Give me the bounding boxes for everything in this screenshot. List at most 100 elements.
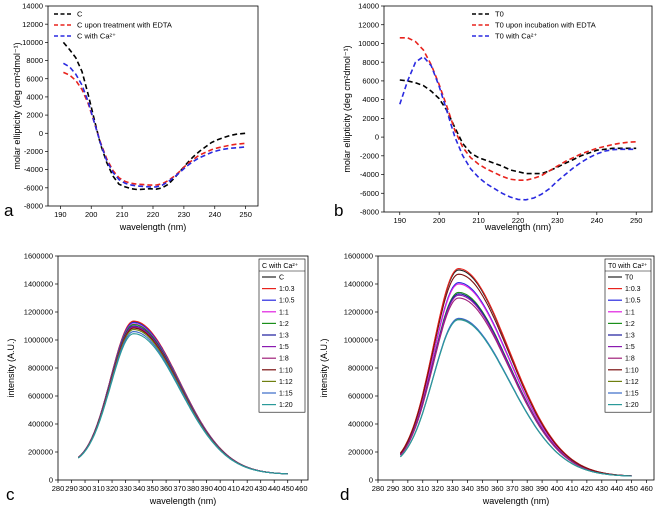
x-tick-label: 290 — [65, 484, 78, 493]
y-axis-label: molar ellipticity (deg cm²dmol⁻¹) — [342, 45, 352, 172]
x-tick-label: 420 — [241, 484, 254, 493]
series-line-c-4 — [77, 324, 288, 475]
panel-c: 280 290 300 310 320 330 340 350 360 370 380 390 400 4… — [6, 252, 309, 506]
x-tick-label: 250 — [630, 216, 643, 225]
y-axis-label: molar ellipticity (deg cm²dmol⁻¹) — [12, 42, 22, 169]
y-tick-label: -2000 — [24, 147, 43, 156]
y-tick-label: 800000 — [28, 364, 53, 373]
y-tick-label: 600000 — [348, 392, 373, 401]
legend-label: C — [77, 10, 83, 19]
series-line-d-11 — [400, 319, 632, 477]
series-line-c-0 — [77, 321, 288, 475]
y-tick-label: 200000 — [348, 448, 373, 457]
legend-label: T0 — [625, 275, 633, 282]
y-tick-label: -8000 — [360, 208, 379, 217]
panel-a: 190 200 210 220 230 240 250 -8000 -6000 -4000 -200… — [4, 2, 259, 232]
y-tick-label: 800000 — [348, 364, 373, 373]
series-line-c-1 — [77, 320, 288, 475]
x-tick-label: 320 — [106, 484, 119, 493]
x-tick-label: 450 — [625, 484, 638, 493]
x-tick-label: 390 — [536, 484, 549, 493]
legend-label: 1:2 — [625, 321, 635, 328]
series-line-c-7 — [77, 326, 288, 475]
x-tick-label: 410 — [566, 484, 579, 493]
y-tick-label: 0 — [39, 129, 43, 138]
y-tick-label: 200000 — [28, 448, 53, 457]
x-tick-label: 320 — [431, 484, 444, 493]
series-line-c-9 — [77, 328, 288, 475]
series-line-d-7 — [399, 297, 632, 477]
panel-letter: c — [6, 485, 15, 504]
legend-label: T0 — [495, 10, 504, 19]
x-axis-label: wavelength (nm) — [149, 496, 217, 506]
legend-label: 1:2 — [279, 321, 289, 328]
series-line-c-3 — [77, 323, 288, 475]
x-tick-label: 250 — [239, 210, 252, 219]
x-tick-label: 280 — [52, 484, 65, 493]
legend-label: 1:1 — [625, 309, 635, 316]
y-tick-label: 0 — [375, 133, 379, 142]
y-tick-label: 14000 — [22, 2, 43, 11]
series-line-b-1 — [399, 37, 637, 181]
x-tick-label: 440 — [268, 484, 281, 493]
x-tick-label: 220 — [512, 216, 525, 225]
legend-title: C with Ca²⁺ — [262, 263, 299, 270]
y-tick-label: 10000 — [358, 39, 379, 48]
y-tick-label: -6000 — [24, 183, 43, 192]
legend-label: 1:3 — [279, 333, 289, 340]
legend-label: 1:5 — [279, 344, 289, 351]
y-tick-label: 1600000 — [344, 252, 373, 261]
panel-b: 190 200 210 220 230 240 250 -8000 -6000 -4000 -200… — [334, 2, 653, 232]
series-line-c-5 — [77, 325, 288, 475]
x-tick-label: 230 — [178, 210, 191, 219]
y-tick-label: 1200000 — [24, 308, 53, 317]
y-tick-label: 6000 — [362, 77, 379, 86]
x-tick-label: 330 — [446, 484, 459, 493]
series-line-c-6 — [77, 326, 288, 475]
x-tick-label: 290 — [387, 484, 400, 493]
legend-label: 1:12 — [625, 379, 639, 386]
legend-label: 1:20 — [625, 402, 639, 409]
legend-label: 1:1 — [279, 309, 289, 316]
legend-label: 1:0.3 — [279, 286, 295, 293]
x-tick-label: 380 — [521, 484, 534, 493]
legend-label: 1:8 — [625, 356, 635, 363]
legend-label: 1:20 — [279, 402, 293, 409]
legend-label: 1:10 — [625, 367, 639, 374]
x-tick-label: 300 — [79, 484, 92, 493]
x-tick-label: 310 — [92, 484, 105, 493]
x-axis-label: wavelength (nm) — [119, 222, 187, 232]
x-tick-label: 360 — [491, 484, 504, 493]
legend-label: C — [279, 275, 284, 282]
series-line-d-6 — [399, 294, 632, 477]
x-tick-label: 360 — [160, 484, 173, 493]
x-tick-label: 460 — [295, 484, 308, 493]
legend-label: 1:15 — [625, 391, 639, 398]
y-tick-label: 14000 — [358, 2, 379, 11]
series-line-a-1 — [63, 71, 246, 186]
y-tick-label: 6000 — [26, 74, 43, 83]
legend-title: T0 with Ca²⁺ — [608, 263, 648, 270]
x-axis-label: wavelength (nm) — [484, 222, 552, 232]
y-tick-label: 400000 — [348, 420, 373, 429]
y-tick-label: -6000 — [360, 189, 379, 198]
y-tick-label: 4000 — [362, 95, 379, 104]
y-tick-label: 12000 — [358, 20, 379, 29]
x-tick-label: 230 — [551, 216, 564, 225]
y-tick-label: 1400000 — [24, 280, 53, 289]
legend-label: 1:8 — [279, 356, 289, 363]
legend-label: 1:3 — [625, 333, 635, 340]
y-tick-label: 1000000 — [24, 336, 53, 345]
legend-label: 1:0.5 — [625, 298, 641, 305]
x-tick-label: 460 — [640, 484, 653, 493]
x-tick-label: 240 — [591, 216, 604, 225]
series-line-a-0 — [62, 41, 246, 191]
x-tick-label: 410 — [227, 484, 240, 493]
x-tick-label: 280 — [372, 484, 385, 493]
series-line-c-11 — [77, 333, 288, 475]
y-tick-label: 1000000 — [344, 336, 373, 345]
legend-label: 1:10 — [279, 367, 293, 374]
y-tick-label: 1600000 — [24, 252, 53, 261]
y-tick-label: -2000 — [360, 151, 379, 160]
x-tick-label: 210 — [116, 210, 129, 219]
